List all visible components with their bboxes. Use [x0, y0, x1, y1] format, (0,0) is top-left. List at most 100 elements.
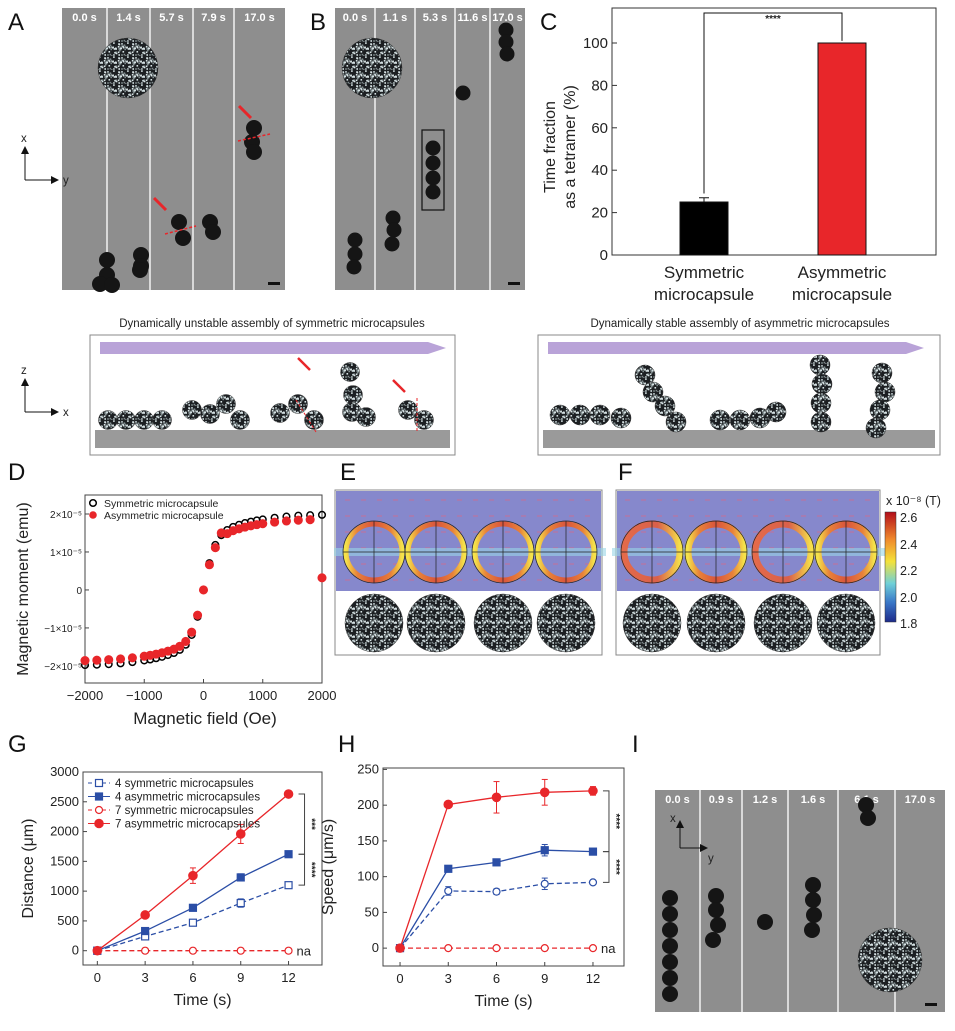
y-axis-label: Time fraction	[542, 101, 559, 193]
microcapsule-dark	[757, 914, 773, 930]
x-axis-label: Magnetic field (Oe)	[133, 709, 277, 728]
x-category-label: microcapsule	[792, 285, 892, 304]
microcapsule	[869, 399, 891, 421]
panel-i-image: 0.0 s0.9 s1.2 s1.6 s6.1 s17.0 sxy	[655, 790, 945, 1012]
bar-asymmetric	[817, 42, 867, 256]
colorbar-title: x 10⁻⁸ (T)	[886, 494, 941, 508]
legend-label: 7 asymmetric microcapsules	[115, 819, 260, 831]
data-point-asymmetric	[210, 543, 220, 553]
field-band	[334, 548, 606, 556]
x-tick-label: 6	[493, 971, 500, 986]
panel-b-image: 0.0 s 1.1 s 5.3 s 11.6 s 17.0 s	[335, 8, 525, 290]
x-tick-label: 0	[396, 971, 403, 986]
data-point	[588, 786, 598, 796]
x-category-label: Symmetric	[664, 263, 745, 282]
panel-label-c: C	[540, 9, 557, 36]
colorbar-tick: 2.0	[900, 591, 917, 605]
series-line	[399, 790, 593, 949]
data-point-asymmetric	[198, 585, 209, 595]
significance-bracket	[602, 851, 610, 883]
axes-icon-a: x y	[21, 133, 69, 187]
microcapsule	[304, 410, 324, 430]
x-tick-label: 0	[200, 688, 207, 703]
series-line	[97, 884, 289, 952]
data-point	[92, 945, 103, 956]
y-tick-label: 50	[365, 904, 379, 919]
x-axis-label: Time (s)	[173, 992, 231, 1009]
panel-label-f: F	[618, 459, 633, 486]
microcapsule	[549, 404, 571, 426]
microcapsule-dark	[662, 970, 678, 986]
bar-symmetric	[679, 201, 729, 256]
panel-label-b: B	[310, 9, 326, 36]
microcapsule	[665, 411, 687, 433]
data-point-asymmetric	[104, 655, 114, 665]
x-tick-label: 9	[237, 970, 244, 985]
microcapsule-dark	[805, 877, 821, 893]
microcapsule	[753, 593, 813, 653]
data-point-asymmetric	[305, 515, 315, 525]
x-tick-label: 12	[281, 970, 295, 985]
microcapsule	[134, 410, 154, 430]
microcapsule	[343, 385, 363, 405]
colorbar-tick: 2.2	[900, 564, 917, 578]
data-point	[444, 944, 453, 953]
data-point-asymmetric	[270, 517, 280, 527]
microcapsule	[473, 593, 533, 653]
y-tick-label: 20	[591, 205, 608, 222]
microcapsule-dark	[384, 236, 400, 252]
colorbar-tick: 1.8	[900, 617, 917, 631]
microcapsule-dark	[133, 247, 149, 263]
x-tick-label: 3	[445, 971, 452, 986]
na-label: na	[601, 941, 616, 956]
legend-marker	[94, 805, 104, 815]
data-point-asymmetric	[204, 560, 214, 570]
y-tick-label: 200	[357, 797, 379, 812]
chart-g: 0 3 6 9 12050010001500200025003000*******naT…	[20, 764, 323, 1009]
y-tick-label: 1500	[50, 853, 79, 868]
data-point	[140, 910, 150, 920]
y-tick-label: 0	[600, 247, 608, 264]
timestamp: 7.9 s	[201, 12, 225, 24]
microcapsule	[865, 417, 887, 439]
timestamp: 17.0 s	[492, 12, 523, 24]
data-point	[188, 903, 198, 912]
data-point	[444, 886, 453, 896]
panel-e-simulation	[334, 489, 606, 656]
timestamp: 5.7 s	[159, 12, 183, 24]
panel-label-g: G	[8, 731, 27, 758]
microcapsule	[810, 392, 832, 414]
data-point	[588, 944, 598, 953]
data-point	[141, 926, 150, 936]
plot-frame	[82, 771, 323, 966]
y-tick-label: 150	[357, 833, 379, 848]
timestamp: 0.0 s	[665, 794, 689, 806]
microcapsule-dark	[710, 917, 726, 933]
red-arrow	[297, 357, 311, 371]
legend-label: 7 symmetric microcapsules	[115, 805, 254, 817]
microcapsule	[406, 593, 466, 653]
red-arrow	[152, 196, 168, 212]
microcapsule	[729, 409, 751, 431]
y-tick-label: 2500	[50, 794, 79, 809]
y-tick-label: 1×10⁻⁵	[50, 548, 82, 559]
y-tick-label: 0	[372, 940, 379, 955]
microcapsule-dark	[662, 986, 678, 1002]
y-tick-label: 2000	[50, 824, 79, 839]
microcapsule	[874, 381, 896, 403]
data-point-asymmetric	[258, 519, 268, 529]
microcapsule-dark	[662, 954, 678, 970]
x-category-label: Asymmetric	[798, 263, 887, 282]
microcapsule	[654, 395, 676, 417]
axis-label-y: y	[63, 175, 69, 187]
panel-f-simulation	[612, 489, 886, 656]
microcapsule-dark	[385, 210, 401, 226]
x-tick-label: 2000	[308, 688, 337, 703]
chart-c: 0 20 40 60 80 100 Symmetric microcapsule Asymmet…	[542, 7, 937, 304]
panel-a-image: 0.0 s 1.4 s 5.7 s 7.9 s 17.0 s	[62, 8, 285, 293]
microcapsule	[569, 404, 591, 426]
microcapsule	[816, 593, 876, 653]
y-tick-label: 1000	[50, 883, 79, 898]
microcapsule-dark	[425, 170, 441, 186]
data-point	[588, 847, 598, 856]
